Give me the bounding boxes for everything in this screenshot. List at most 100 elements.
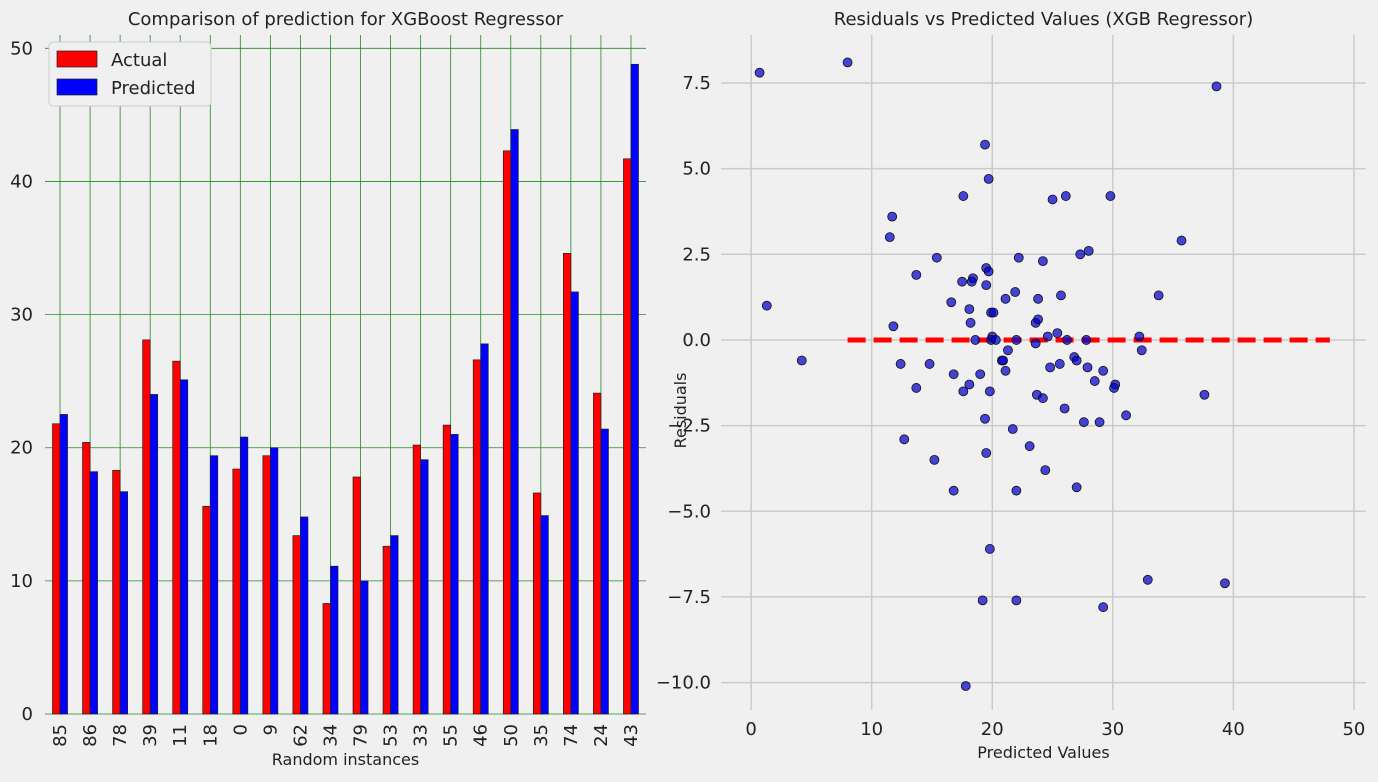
bar-predicted [119,491,128,715]
x-tick-label: 11 [170,724,191,747]
scatter-point [980,413,990,424]
scatter-point [1054,359,1065,369]
scatter-point [946,297,957,308]
scatter-point [1176,235,1187,246]
legend-swatch-actual [56,50,98,68]
scatter-point [1060,191,1071,201]
x-tick-label: 24 [591,724,612,747]
scatter-point [981,280,992,291]
scatter-point [924,359,935,369]
bar-actual [593,392,602,715]
y-tick-label: 10 [10,571,33,592]
scatter-chart-plot-area [721,35,1366,710]
y-tick-label: 20 [10,438,33,459]
scatter-point [929,454,940,465]
scatter-point [998,355,1009,366]
scatter-point [964,379,975,390]
scatter-point [1011,595,1022,606]
scatter-point [1042,331,1053,342]
x-tick-label: 79 [351,724,372,747]
scatter-point [1071,482,1082,493]
bar-predicted [420,459,429,715]
bar-actual [532,492,542,715]
scatter-point [1199,389,1210,400]
scatter-point [988,307,999,318]
x-tick-label: 39 [140,724,161,747]
scatter-point [1078,417,1089,428]
bar-chart-bars [52,63,639,715]
scatter-chart-grid [721,35,1366,710]
scatter-point [1003,345,1013,356]
bar-actual [623,158,632,715]
x-tick-label: 43 [621,724,642,747]
scatter-point [761,300,772,311]
scatter-point [796,355,807,366]
scatter-point [1142,574,1153,585]
x-tick-label: 40 [1222,719,1245,740]
bar-predicted [540,515,549,715]
bar-actual [563,252,572,715]
scatter-point [1105,191,1116,201]
scatter-point [966,276,977,287]
scatter-point [1211,81,1222,92]
bar-predicted [300,516,309,715]
scatter-point [958,386,969,397]
x-tick-label: 53 [381,724,402,747]
y-tick-label: −2.5 [667,416,711,437]
bar-predicted [209,455,219,715]
bar-actual [352,476,361,715]
y-tick-label: 7.5 [682,73,711,94]
scatter-point [1011,485,1022,496]
bar-predicted [510,129,519,715]
scatter-point [1024,441,1035,452]
x-tick-label: 33 [411,724,432,747]
scatter-point [964,304,975,315]
scatter-point [1011,335,1022,345]
scatter-point [1136,345,1147,356]
y-tick-label: −10.0 [656,673,711,694]
scatter-point [931,252,942,263]
scatter-chart-ticks: 0 10 20 30 40 50 7.5 5.0 2.5 0.0 −2.5 −5.0 −7.5 −10.0 [656,73,1366,740]
bar-predicted [360,580,369,715]
bar-actual [232,468,241,715]
bar-chart-title: Comparison of prediction for XGBoost Reg… [128,9,564,30]
scatter-point [981,448,992,458]
scatter-point [1059,403,1070,414]
bar-chart-legend: Actual Predicted [48,41,212,107]
scatter-point [1033,314,1043,325]
scatter-point [1037,256,1048,267]
scatter-point [1000,293,1011,304]
scatter-point [1083,245,1094,256]
scatter-chart: 0 10 20 30 40 50 7.5 5.0 2.5 0.0 −2.5 −5.0 −7.5 −10.0… [656,9,1366,762]
bar-predicted [330,565,339,715]
scatter-point [948,485,959,496]
scatter-point [1081,335,1092,345]
x-tick-label: 30 [1101,719,1124,740]
scatter-point [1082,362,1093,373]
bar-chart-plot-area [45,35,646,714]
scatter-point [948,369,959,380]
x-tick-label: 20 [981,719,1004,740]
scatter-point [965,317,976,328]
y-tick-label: 30 [10,305,33,326]
scatter-chart-points [754,57,1230,691]
bar-predicted [239,436,249,715]
scatter-point [1098,365,1109,376]
legend-swatch-predicted [56,78,98,96]
scatter-point [1052,328,1063,338]
scatter-point [1153,290,1164,301]
x-tick-label: 55 [441,724,462,747]
bar-predicted [480,343,489,715]
bar-predicted [270,447,279,715]
bar-actual [112,470,121,715]
scatter-point [1040,465,1051,476]
bar-predicted [390,535,399,715]
scatter-point [984,544,995,554]
scatter-point [1134,331,1145,342]
bar-actual [442,424,452,715]
x-tick-label: 0 [230,724,251,735]
x-tick-label: 9 [260,724,281,735]
